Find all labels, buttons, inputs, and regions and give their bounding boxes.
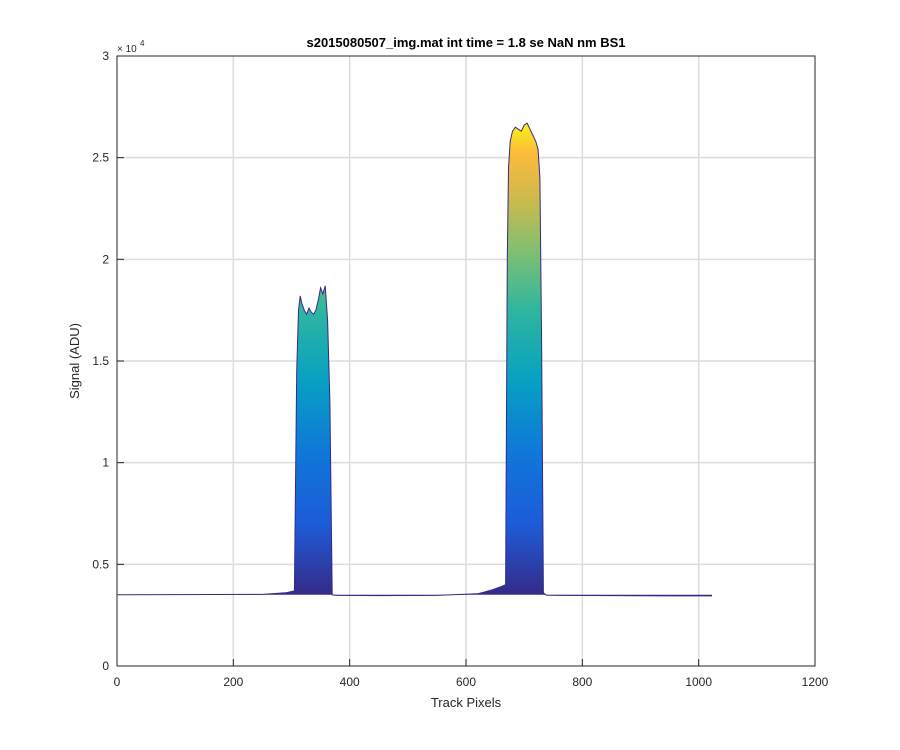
y-tick-label: 2 — [102, 252, 109, 266]
grid-lines — [117, 56, 815, 666]
y-tick-label: 3 — [102, 49, 109, 63]
chart-title: s2015080507_img.mat int time = 1.8 se Na… — [306, 35, 625, 50]
x-tick-label: 200 — [223, 675, 243, 689]
x-axis: 0 200 400 600 800 1000 1200 — [114, 659, 829, 689]
x-tick-label: 600 — [456, 675, 476, 689]
y-axis-label: Signal (ADU) — [67, 323, 82, 399]
y-tick-label: 2.5 — [92, 151, 109, 165]
x-tick-label: 0 — [114, 675, 121, 689]
y-tick-label: 1 — [102, 456, 109, 470]
x-axis-label: Track Pixels — [431, 695, 502, 710]
y-exponent-multiplier: × 10 — [117, 44, 137, 55]
x-tick-label: 800 — [572, 675, 592, 689]
x-tick-label: 400 — [340, 675, 360, 689]
y-axis: 0 0.5 1 1.5 2 2.5 3 — [92, 49, 124, 673]
y-tick-label: 0 — [102, 659, 109, 673]
y-tick-label: 1.5 — [92, 354, 109, 368]
x-tick-label: 1000 — [685, 675, 712, 689]
x-tick-label: 1200 — [802, 675, 829, 689]
y-tick-label: 0.5 — [92, 557, 109, 571]
baseline-trace — [117, 122, 712, 597]
y-exponent-power: 4 — [140, 39, 145, 48]
